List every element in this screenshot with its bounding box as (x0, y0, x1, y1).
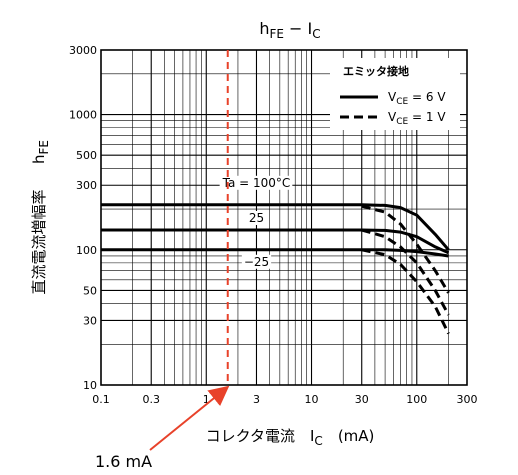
marker-arrow (149, 385, 230, 451)
y-tick-label: 100 (76, 244, 97, 257)
x-tick-label: 10 (305, 393, 319, 406)
series-line-solid (101, 228, 450, 255)
series-line-dashed (361, 228, 450, 316)
y-axis-label-symbol: hFE (30, 140, 51, 164)
legend-entry-solid: VCE = 6 V (388, 90, 446, 107)
x-tick-label: 100 (406, 393, 427, 406)
y-tick-label: 30 (83, 314, 97, 327)
x-tick-label: 0.3 (142, 393, 160, 406)
legend-title: エミッタ接地 (343, 64, 409, 78)
curve-labels: Ta = 100°C 25 −25 (219, 175, 293, 269)
legend-entry-dashed: VCE = 1 V (388, 110, 446, 127)
y-tick-label: 10 (83, 379, 97, 392)
curve-label-bg (246, 211, 267, 226)
curve-label: −25 (244, 255, 269, 269)
x-tick-label: 3 (253, 393, 260, 406)
y-tick-label: 300 (76, 179, 97, 192)
y-axis-label: 直流電流増幅率 hFE (30, 140, 51, 295)
legend: エミッタ接地 VCE = 6 V VCE = 1 V (330, 58, 460, 130)
marker-group: 1.6 mA (95, 50, 230, 471)
data-series (101, 203, 450, 335)
marker-label: 1.6 mA (95, 452, 152, 471)
curve-label-bg (219, 175, 293, 190)
plot-frame (100, 49, 468, 386)
x-tick-label: 1 (203, 393, 210, 406)
y-tick-label: 3000 (69, 44, 97, 57)
y-tick-label: 50 (83, 284, 97, 297)
x-tick-label: 0.1 (92, 393, 110, 406)
curve-label-bg (241, 254, 272, 269)
x-tick-label: 30 (355, 393, 369, 406)
legend-box (330, 58, 460, 130)
curve-label: Ta = 100°C (222, 176, 291, 190)
series-line-dashed (361, 204, 450, 294)
x-axis-label: コレクタ電流 IC (mA) (206, 427, 375, 448)
y-tick-label: 500 (76, 149, 97, 162)
y-axis-label-jp: 直流電流増幅率 (30, 189, 48, 294)
series-line-solid (101, 248, 449, 258)
y-tick-labels: 10 30 50 100 300 500 1000 3000 (69, 44, 97, 392)
series-line-solid (101, 203, 450, 251)
y-tick-label: 1000 (69, 109, 97, 122)
chart-title: hFE − IC (259, 19, 320, 41)
x-tick-labels: 0.1 0.3 1 3 10 30 100 300 (92, 393, 477, 406)
series-line-dashed (361, 248, 450, 335)
x-tick-label: 300 (457, 393, 478, 406)
curve-label: 25 (249, 211, 264, 225)
